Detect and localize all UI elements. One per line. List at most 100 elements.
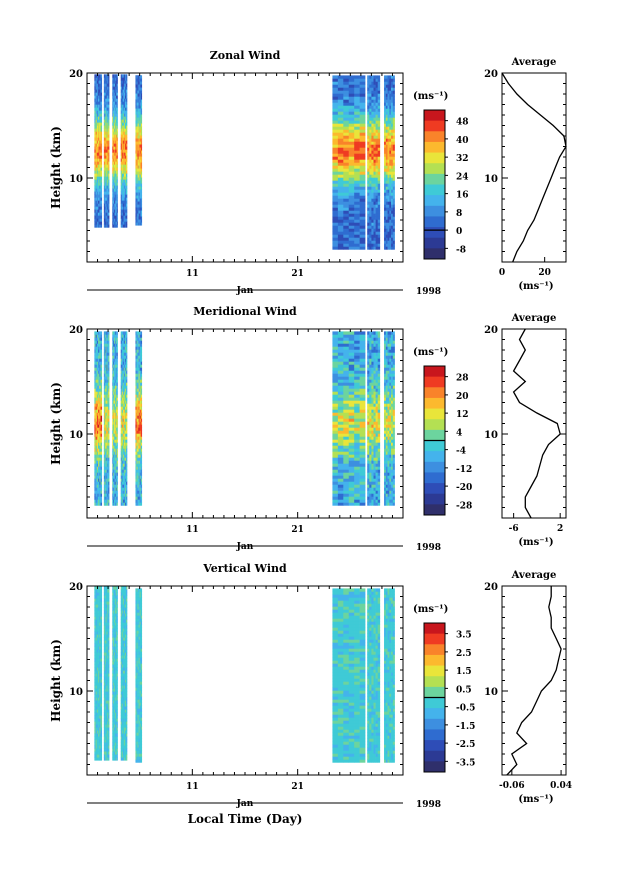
heatmap-cell	[373, 225, 376, 229]
heatmap-cell	[136, 81, 138, 85]
heatmap-cell	[94, 221, 96, 225]
heatmap-cell	[139, 370, 142, 374]
heatmap-cell	[138, 144, 140, 148]
heatmap-cell	[140, 463, 143, 467]
heatmap-cell	[371, 472, 374, 476]
heatmap-cell	[137, 123, 139, 127]
heatmap-cell	[137, 442, 139, 446]
heatmap-cell	[385, 225, 388, 229]
heatmap-cell	[121, 149, 124, 153]
heatmap-cell	[94, 86, 96, 90]
heatmap-cell	[367, 430, 370, 434]
heatmap-cell	[124, 358, 127, 362]
heatmap-cell	[125, 403, 128, 407]
heatmap-cell	[348, 337, 355, 341]
heatmap-cell	[103, 364, 106, 368]
heatmap-cell	[122, 379, 125, 383]
heatmap-cell	[139, 129, 142, 133]
heatmap-cell	[348, 367, 355, 371]
heatmap-cell	[96, 185, 99, 189]
heatmap-cell	[108, 170, 110, 174]
heatmap-cell	[116, 403, 118, 407]
heatmap-cell	[103, 167, 106, 171]
heatmap-cell	[123, 391, 126, 395]
heatmap-cell	[112, 424, 114, 428]
heatmap-cell	[371, 162, 374, 166]
heatmap-cell	[343, 120, 350, 124]
heatmap-cell	[114, 466, 117, 470]
heatmap-cell	[139, 439, 142, 443]
heatmap-cell	[114, 89, 117, 93]
heatmap-cell	[114, 412, 117, 416]
heatmap-cell	[95, 424, 98, 428]
heatmap-cell	[113, 421, 115, 425]
heatmap-cell	[95, 385, 98, 389]
heatmap-cell	[115, 343, 117, 347]
heatmap-cell	[120, 424, 123, 428]
heatmap-cell	[105, 475, 107, 479]
heatmap-cell	[387, 171, 390, 175]
heatmap-cell	[384, 102, 387, 106]
heatmap-cell	[125, 221, 128, 225]
heatmap-cell	[375, 192, 379, 196]
heatmap-cell	[94, 119, 96, 123]
heatmap-cell	[125, 493, 128, 497]
heatmap-cell	[332, 192, 339, 196]
heatmap-cell	[387, 96, 390, 100]
heatmap-cell	[107, 164, 109, 168]
heatmap-cell	[113, 203, 115, 207]
heatmap-cell	[371, 484, 374, 488]
heatmap-cell	[95, 170, 98, 174]
heatmap-cell	[100, 439, 103, 443]
heatmap-cell	[138, 135, 140, 139]
heatmap-cell	[115, 224, 117, 228]
heatmap-cell	[108, 161, 110, 165]
heatmap-cell	[94, 116, 96, 120]
heatmap-cell	[377, 81, 381, 85]
heatmap-cell	[116, 451, 118, 455]
heatmap-cell	[354, 222, 360, 226]
heatmap-cell	[114, 379, 116, 383]
heatmap-cell	[99, 364, 101, 368]
heatmap-cell	[332, 141, 339, 145]
heatmap-cell	[138, 445, 140, 449]
heatmap-cell	[100, 484, 103, 488]
heatmap-cell	[112, 113, 114, 117]
heatmap-cell	[354, 460, 360, 464]
heatmap-cell	[125, 137, 128, 141]
heatmap-cell	[98, 337, 100, 341]
heatmap-cell	[140, 340, 143, 344]
heatmap-cell	[367, 484, 370, 488]
heatmap-cell	[108, 469, 110, 473]
heatmap-cell	[354, 490, 360, 494]
heatmap-cell	[123, 358, 126, 362]
heatmap-cell	[123, 454, 126, 458]
heatmap-cell	[120, 436, 123, 440]
heatmap-cell	[105, 424, 107, 428]
heatmap-cell	[367, 159, 370, 163]
heatmap-cell	[367, 442, 370, 446]
heatmap-cell	[120, 158, 123, 162]
heatmap-cell	[139, 469, 142, 473]
heatmap-cell	[96, 197, 99, 201]
heatmap-cell	[138, 466, 140, 470]
heatmap-cell	[337, 216, 344, 220]
heatmap-cell	[95, 218, 98, 222]
heatmap-cell	[95, 122, 98, 126]
heatmap-cell	[140, 379, 143, 383]
heatmap-cell	[369, 472, 372, 476]
heatmap-cell	[124, 352, 127, 356]
heatmap-cell	[113, 170, 115, 174]
heatmap-cell	[337, 120, 344, 124]
heatmap-cell	[136, 400, 138, 404]
heatmap-cell	[140, 367, 143, 371]
heatmap-cell	[389, 111, 392, 115]
heatmap-cell	[94, 502, 96, 506]
heatmap-cell	[140, 204, 143, 208]
heatmap-cell	[106, 86, 108, 90]
heatmap-cell	[114, 194, 117, 198]
heatmap-cell	[332, 204, 339, 208]
heatmap-cell	[124, 466, 127, 470]
heatmap-cell	[367, 481, 370, 485]
heatmap-cell	[120, 382, 123, 386]
